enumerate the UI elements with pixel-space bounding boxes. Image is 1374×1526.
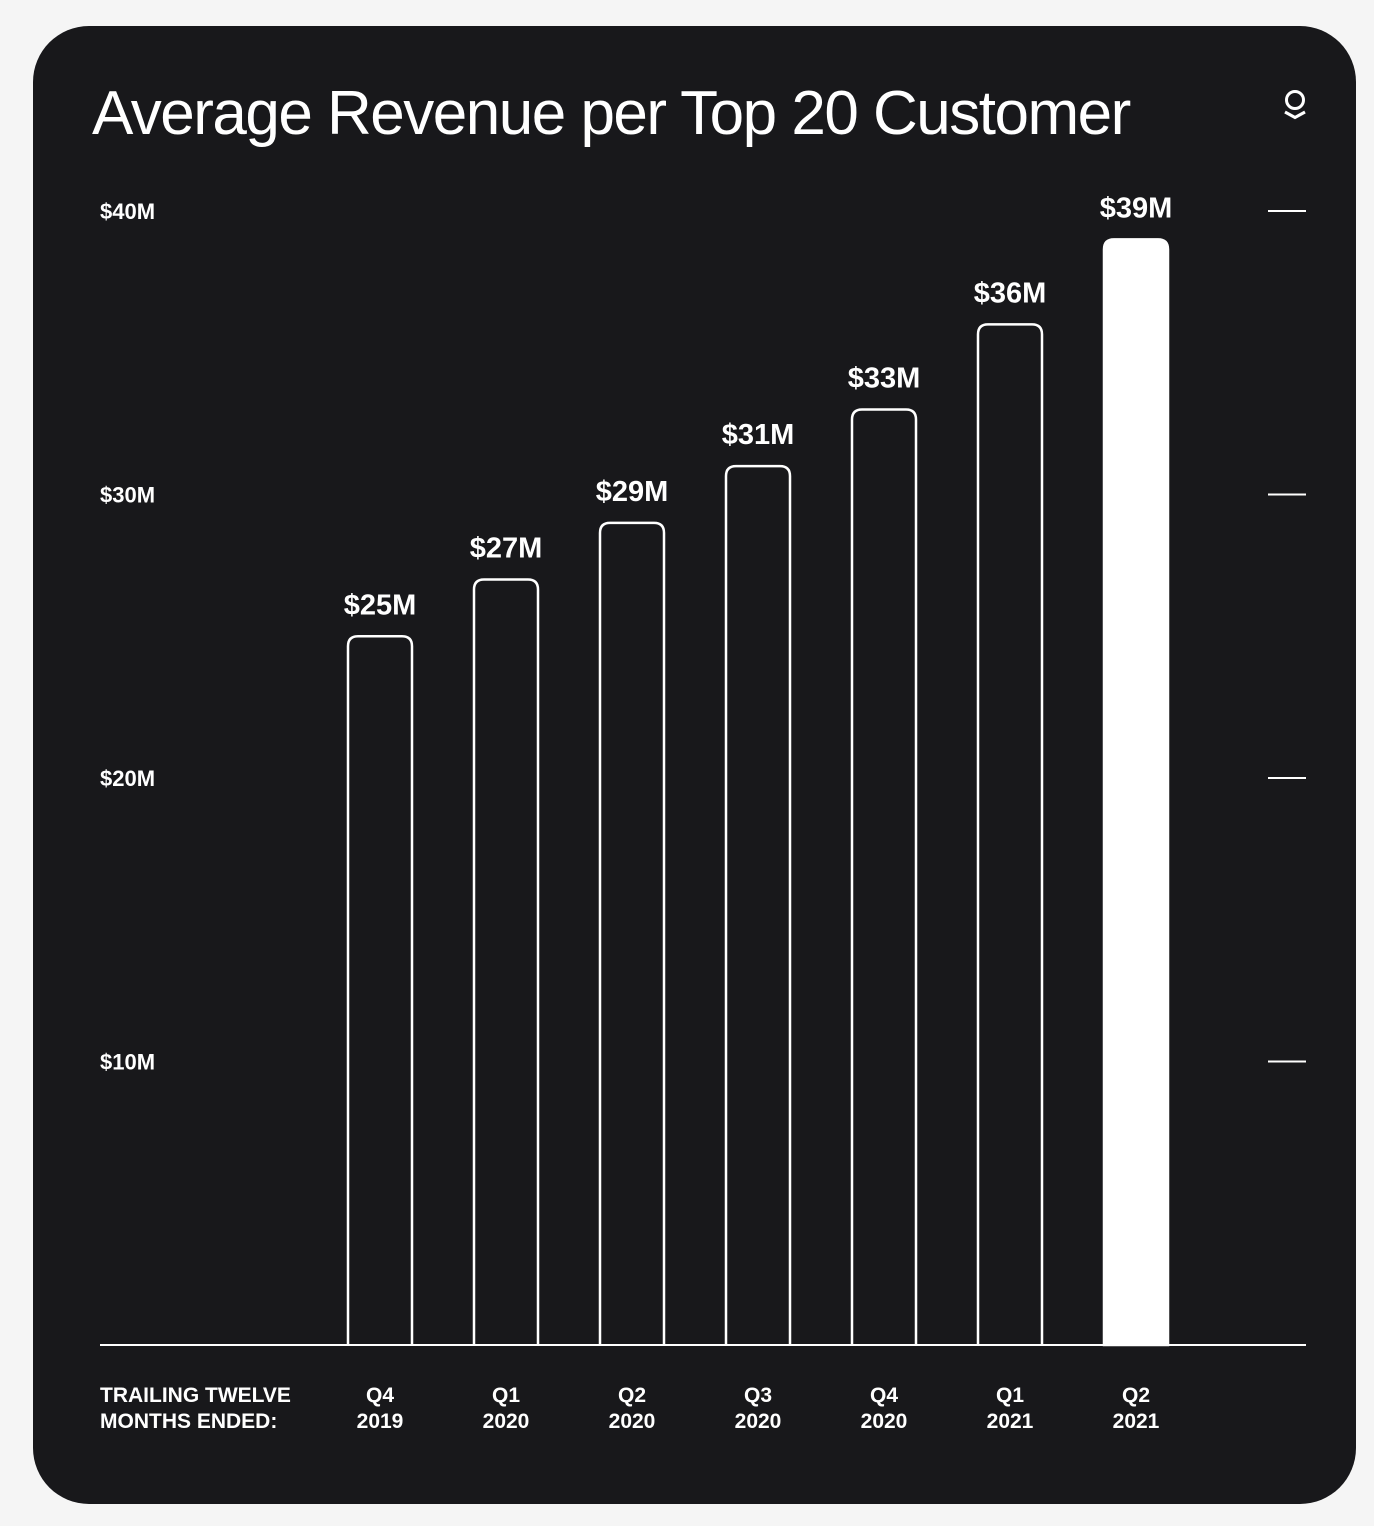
x-tick-label: 2020 (861, 1410, 908, 1433)
x-axis-label: TRAILING TWELVE (100, 1384, 291, 1407)
value-label: $36M (974, 277, 1047, 309)
palantir-logo-icon (1284, 90, 1306, 120)
value-label: $39M (1100, 192, 1173, 224)
x-tick-label: 2019 (357, 1410, 404, 1433)
value-label: $33M (848, 362, 921, 394)
x-tick-label: Q4 (366, 1384, 394, 1407)
value-label: $27M (470, 533, 543, 565)
bar (850, 408, 918, 1345)
x-tick-label: Q2 (1122, 1384, 1150, 1407)
bar (598, 521, 666, 1345)
x-tick-label: Q4 (870, 1384, 898, 1407)
y-tick-label: $10M (100, 1050, 155, 1075)
y-tick-label: $40M (100, 199, 155, 224)
x-tick-label: 2020 (609, 1410, 656, 1433)
bar (976, 323, 1044, 1345)
bar (724, 464, 792, 1345)
x-tick-label: Q1 (996, 1384, 1024, 1407)
x-tick-label: Q2 (618, 1384, 646, 1407)
x-tick-label: 2021 (987, 1410, 1034, 1433)
value-label: $25M (344, 589, 417, 621)
value-label: $31M (722, 419, 795, 451)
bar (472, 578, 540, 1345)
x-tick-label: Q1 (492, 1384, 520, 1407)
y-tick-label: $30M (100, 483, 155, 508)
x-axis-label: MONTHS ENDED: (100, 1410, 277, 1433)
value-label: $29M (596, 476, 669, 508)
x-tick-label: Q3 (744, 1384, 772, 1407)
x-tick-label: 2020 (483, 1410, 530, 1433)
x-tick-label: 2020 (735, 1410, 782, 1433)
bar (346, 635, 414, 1345)
bar (1102, 238, 1170, 1347)
chart-title: Average Revenue per Top 20 Customer (92, 79, 1131, 148)
x-tick-label: 2021 (1113, 1410, 1160, 1433)
y-tick-label: $20M (100, 766, 155, 791)
